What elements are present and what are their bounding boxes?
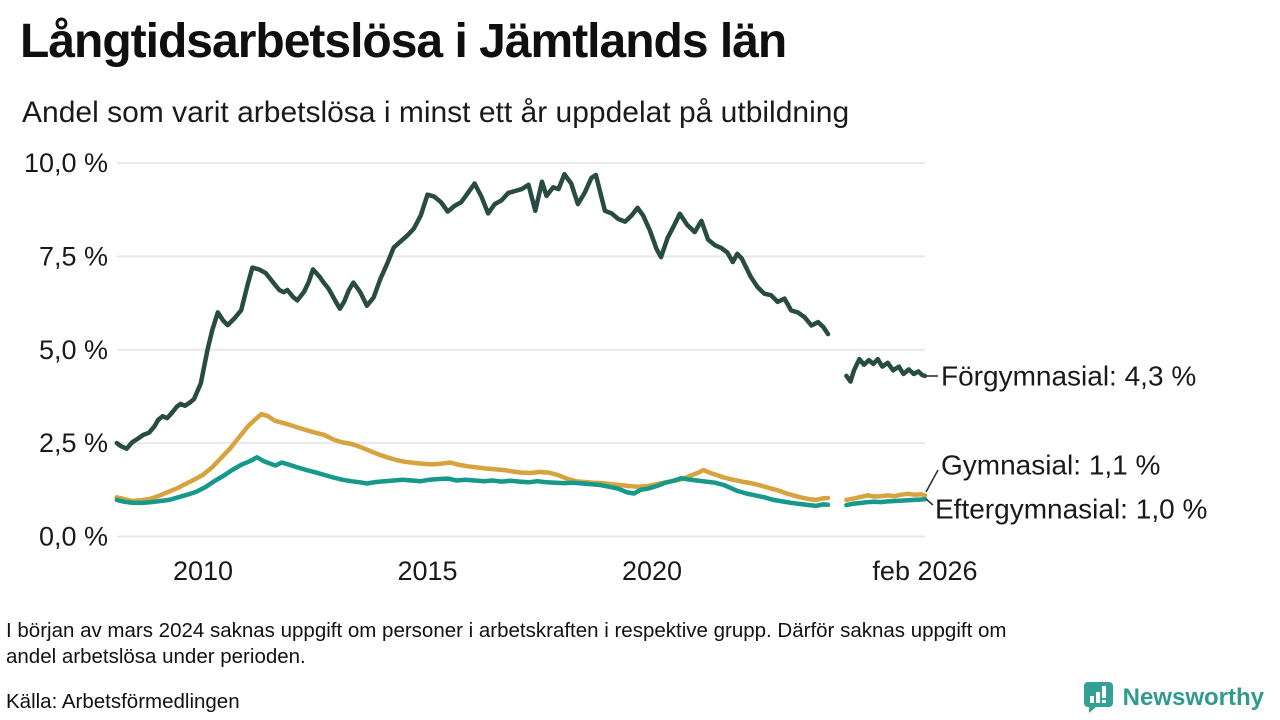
- newsworthy-icon: [1083, 682, 1113, 713]
- series-line-gymnasial: [844, 491, 928, 503]
- series-line-eftergymnasial: [844, 496, 928, 508]
- footnote-line-2: andel arbetslösa under perioden.: [6, 645, 306, 668]
- page-title: Långtidsarbetslösa i Jämtlands län: [20, 15, 787, 68]
- y-tick-label: 10,0 %: [24, 148, 108, 178]
- series-label-gymnasial: Gymnasial: 1,1 %: [941, 450, 1160, 481]
- source-credit: Källa: Arbetsförmedlingen: [6, 690, 240, 713]
- series-line-gymnasial: [114, 411, 831, 504]
- footnote-line-1: I början av mars 2024 saknas uppgift om …: [6, 619, 1007, 642]
- y-tick-label: 0,0 %: [39, 522, 108, 552]
- chart-footnote: I början av mars 2024 saknas uppgift om …: [6, 618, 1006, 670]
- newsworthy-logo: Newsworthy: [1083, 681, 1264, 714]
- series-line-forgymnasial: [114, 171, 831, 451]
- series-line-eftergymnasial: [114, 455, 831, 509]
- series-label-eftergymnasial: Eftergymnasial: 1,0 %: [935, 494, 1207, 525]
- y-tick-label: 7,5 %: [39, 241, 108, 271]
- label-connector-eftergymnasial: [925, 498, 934, 506]
- x-tick-label: feb 2026: [872, 556, 977, 586]
- y-tick-label: 2,5 %: [39, 428, 108, 458]
- label-connector-gymnasial: [925, 469, 939, 493]
- series-label-forgymnasial: Förgymnasial: 4,3 %: [941, 361, 1196, 392]
- y-tick-label: 5,0 %: [39, 335, 108, 365]
- x-tick-label: 2020: [622, 556, 682, 586]
- x-tick-label: 2015: [397, 556, 457, 586]
- chart-subtitle: Andel som varit arbetslösa i minst ett å…: [22, 96, 850, 129]
- series-line-forgymnasial: [844, 356, 928, 384]
- x-tick-label: 2010: [173, 556, 233, 586]
- newsworthy-wordmark: Newsworthy: [1122, 683, 1264, 711]
